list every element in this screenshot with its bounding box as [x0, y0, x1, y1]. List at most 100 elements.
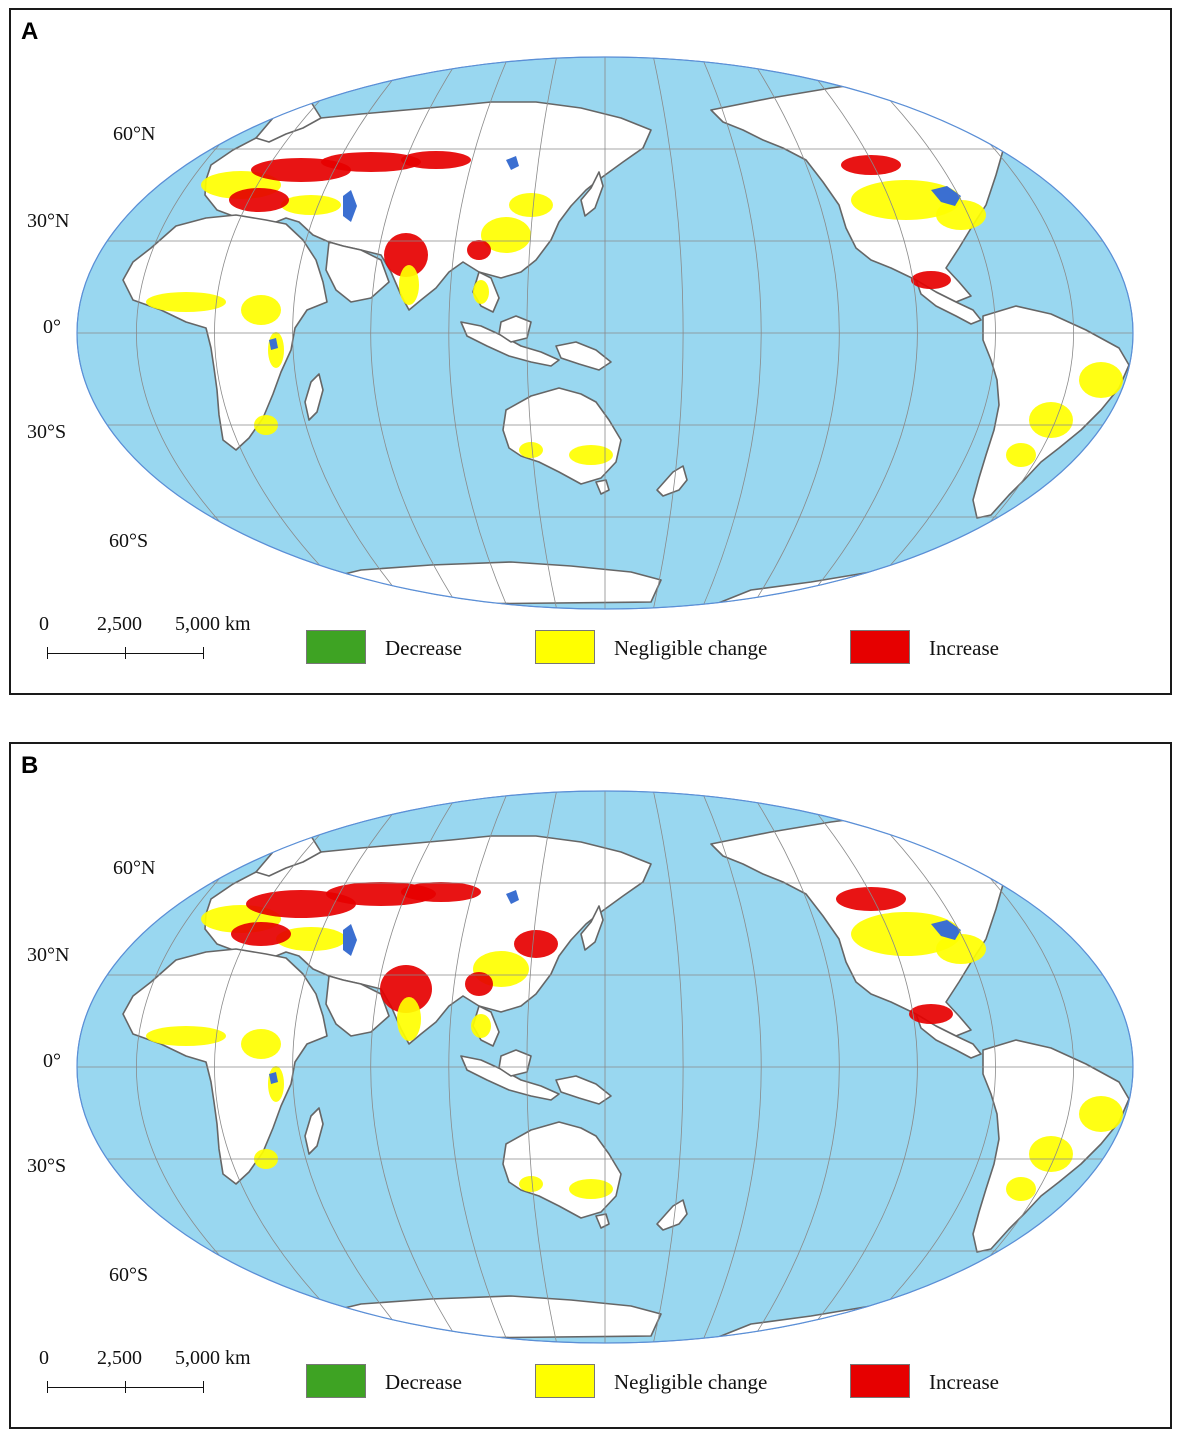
map-panel-a: A 60°N 30°N 0° 30°S 60°S 0 2,500 5,000 k…	[9, 8, 1172, 695]
graticule-meridian	[448, 57, 509, 609]
scale-tick	[203, 1381, 204, 1393]
graticule-meridian	[846, 791, 996, 1343]
graticule-meridian	[370, 791, 461, 1343]
change-region	[467, 240, 491, 260]
graticule-meridian	[370, 57, 461, 609]
africa	[122, 948, 328, 1185]
change-region	[268, 332, 284, 368]
legend-label: Decrease	[385, 1370, 462, 1394]
change-region	[268, 1066, 284, 1102]
globe-outline	[76, 790, 1134, 1344]
legend-label: Negligible change	[614, 1370, 768, 1394]
scale-tick	[125, 647, 126, 659]
change-region	[569, 1179, 613, 1199]
central-america	[915, 279, 982, 325]
graticule-meridian	[448, 791, 509, 1343]
change-region	[519, 1176, 543, 1192]
lake-caspian	[343, 190, 357, 222]
graticule-meridian	[214, 57, 364, 609]
legend-swatch	[535, 630, 595, 664]
change-region	[473, 280, 489, 304]
change-region	[401, 882, 481, 902]
lake-lake-victoria	[269, 1072, 278, 1084]
greenland	[905, 793, 1012, 851]
graticule-meridian	[846, 57, 996, 609]
africa	[122, 214, 328, 451]
graticule-meridian	[292, 57, 412, 609]
change-region	[1006, 1177, 1036, 1201]
change-region	[1006, 443, 1036, 467]
change-region	[281, 195, 341, 215]
new-zealand	[656, 465, 688, 497]
japan	[580, 905, 604, 951]
change-region	[1029, 402, 1073, 438]
madagascar	[304, 1107, 324, 1155]
legend-swatch	[850, 1364, 910, 1398]
change-region	[851, 912, 961, 956]
legend-swatch	[306, 1364, 366, 1398]
scale-tick	[47, 1381, 48, 1393]
lake-baikal	[506, 890, 519, 904]
world-map	[76, 56, 1134, 610]
graticule-meridian	[292, 791, 412, 1343]
map-panel-b: B 60°N 30°N 0° 30°S 60°S 0 2,500 5,000 k…	[9, 742, 1172, 1429]
change-region	[399, 265, 419, 305]
legend-label: Decrease	[385, 636, 462, 660]
change-region	[397, 997, 421, 1041]
change-region	[321, 152, 421, 172]
japan	[580, 171, 604, 217]
graticule-meridian	[701, 791, 762, 1343]
scale-tick	[47, 647, 48, 659]
tasmania	[595, 1213, 610, 1229]
change-region	[909, 1004, 953, 1024]
lat-label-30s: 30°S	[27, 1155, 67, 1177]
change-region	[481, 217, 531, 253]
legend-swatch	[850, 630, 910, 664]
legend-label: Increase	[929, 1370, 999, 1394]
scale-tick-label: 5,000 km	[175, 613, 251, 635]
lake-great-lakes	[931, 186, 961, 206]
change-region	[146, 1026, 226, 1046]
panel-letter: B	[21, 752, 39, 779]
legend-swatch	[306, 630, 366, 664]
scale-tick-label: 2,500	[97, 613, 142, 635]
scale-bar: 0 2,500 5,000 km	[39, 1347, 279, 1407]
scale-tick-label: 2,500	[97, 1347, 142, 1369]
change-region	[241, 1029, 281, 1059]
graticule-meridian	[214, 791, 364, 1343]
world-map	[76, 790, 1134, 1344]
lat-label-60n: 60°N	[113, 857, 156, 879]
change-region	[1079, 362, 1123, 398]
central-america	[915, 1013, 982, 1059]
lat-label-60s: 60°S	[109, 1264, 149, 1286]
scale-tick-label: 0	[39, 613, 49, 635]
change-region	[836, 887, 906, 911]
change-region	[401, 151, 471, 169]
scale-tick-label: 5,000 km	[175, 1347, 251, 1369]
lat-label-60s: 60°S	[109, 530, 149, 552]
change-region	[465, 972, 493, 996]
change-region	[380, 965, 432, 1013]
graticule-meridian	[653, 791, 684, 1343]
change-region	[911, 271, 951, 289]
change-region	[231, 922, 291, 946]
change-region	[1079, 1096, 1123, 1132]
lake-great-lakes	[931, 920, 961, 940]
change-region	[471, 1014, 491, 1038]
lake-caspian	[343, 924, 357, 956]
change-region	[519, 442, 543, 458]
change-region	[229, 188, 289, 212]
scale-tick-label: 0	[39, 1347, 49, 1369]
graticule-meridian	[701, 57, 762, 609]
change-region	[241, 295, 281, 325]
graticule-meridian	[749, 57, 840, 609]
lat-label-0: 0°	[43, 316, 61, 338]
graticule-meridian	[749, 791, 840, 1343]
legend-label: Negligible change	[614, 636, 768, 660]
change-region	[509, 193, 553, 217]
graticule-meridian	[526, 57, 557, 609]
scale-bar: 0 2,500 5,000 km	[39, 613, 279, 673]
lake-baikal	[506, 156, 519, 170]
globe-outline	[76, 56, 1134, 610]
change-region	[276, 927, 346, 951]
